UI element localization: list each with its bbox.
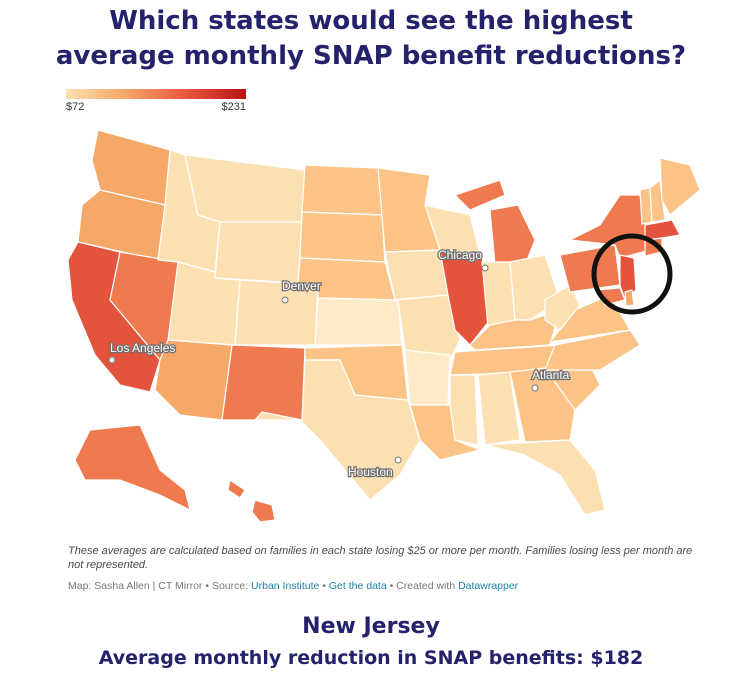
credits-separator: • xyxy=(322,580,326,592)
state-hawaii[interactable] xyxy=(227,479,276,523)
state-south-dakota[interactable] xyxy=(299,211,386,263)
legend-gradient-bar xyxy=(66,89,246,99)
state-michigan[interactable] xyxy=(454,179,536,266)
city-dot-denver xyxy=(281,296,289,304)
state-georgia[interactable] xyxy=(509,367,576,443)
state-indiana[interactable] xyxy=(481,261,516,329)
city-label-atlanta: Atlanta xyxy=(532,368,570,382)
credits-created-prefix: • Created with xyxy=(389,580,456,592)
highlight-circle xyxy=(591,233,673,315)
state-wyoming[interactable] xyxy=(214,221,303,284)
state-delaware[interactable] xyxy=(624,289,635,307)
get-data-link[interactable]: Get the data xyxy=(328,580,387,592)
state-north-carolina[interactable] xyxy=(544,329,641,371)
credits-source-prefix: • Source: xyxy=(205,580,249,592)
state-north-dakota[interactable] xyxy=(301,164,383,216)
state-massachusetts[interactable] xyxy=(644,219,681,241)
city-label-houston: Houston xyxy=(348,465,393,479)
state-kansas[interactable] xyxy=(314,297,403,346)
state-texas[interactable] xyxy=(254,359,421,501)
city-label-denver: Denver xyxy=(282,279,321,293)
title-line-1: Which states would see the highest xyxy=(109,6,633,36)
credits-map-by: Map: Sasha Allen | CT Mirror xyxy=(68,580,203,592)
state-pennsylvania[interactable] xyxy=(559,244,621,293)
state-new-mexico[interactable] xyxy=(221,344,306,421)
state-florida[interactable] xyxy=(484,439,606,516)
state-alaska[interactable] xyxy=(74,424,191,511)
us-choropleth-map: Chicago Denver Los Angeles Atlanta Houst… xyxy=(67,129,701,523)
page-title: Which states would see the highest avera… xyxy=(0,4,742,74)
datawrapper-link[interactable]: Datawrapper xyxy=(458,580,519,592)
city-label-los-angeles: Los Angeles xyxy=(110,341,175,355)
credits-line: Map: Sasha Allen | CT Mirror • Source: U… xyxy=(68,580,708,592)
highlight-reduction-text: Average monthly reduction in SNAP benefi… xyxy=(98,647,644,669)
source-link[interactable]: Urban Institute xyxy=(251,580,320,592)
state-alabama[interactable] xyxy=(477,371,521,446)
title-line-2: average monthly SNAP benefit reductions? xyxy=(55,41,687,71)
methodology-note: These averages are calculated based on f… xyxy=(68,545,693,571)
city-dot-los-angeles xyxy=(108,356,116,364)
state-mississippi[interactable] xyxy=(449,374,479,446)
state-montana[interactable] xyxy=(184,154,306,223)
city-dot-chicago xyxy=(481,264,489,272)
color-legend: $72 $231 xyxy=(66,89,246,113)
state-west-virginia[interactable] xyxy=(544,284,581,331)
city-dot-atlanta xyxy=(531,384,539,392)
highlight-state-name: New Jersey xyxy=(302,614,440,639)
legend-min-label: $72 xyxy=(66,101,85,113)
city-label-chicago: Chicago xyxy=(438,248,482,262)
city-dot-houston xyxy=(394,456,402,464)
legend-max-label: $231 xyxy=(221,101,246,113)
state-arkansas[interactable] xyxy=(404,349,451,406)
state-maine[interactable] xyxy=(659,157,701,216)
